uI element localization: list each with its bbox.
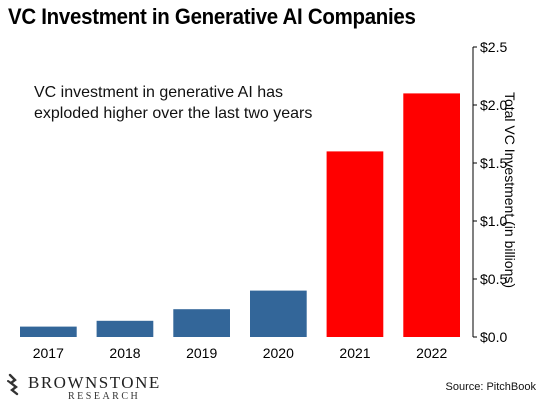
x-tick-label-2020: 2020 xyxy=(263,345,294,361)
annotation-line-2: exploded higher over the last two years xyxy=(34,105,313,122)
y-tick-label: $0.0 xyxy=(480,329,507,345)
y-tick-label: $1.5 xyxy=(480,155,507,171)
logo-subtitle: RESEARCH xyxy=(68,391,141,402)
y-tick-label: $2.5 xyxy=(480,39,507,55)
x-tick-labels: 2017 2018 2019 2020 2021 2022 xyxy=(33,345,448,361)
bars-group xyxy=(20,93,460,338)
y-tick-label: $2.0 xyxy=(480,97,507,113)
bar-2020 xyxy=(250,290,307,337)
x-tick-label-2017: 2017 xyxy=(33,345,64,361)
chart-annotation: VC investment in generative AI has explo… xyxy=(34,82,334,124)
y-tick-label: $1.0 xyxy=(480,213,507,229)
x-tick-label-2019: 2019 xyxy=(186,345,217,361)
brownstone-logo: BROWNSTONE RESEARCH xyxy=(6,372,206,402)
bar-2022 xyxy=(403,93,460,338)
y-tick-label: $0.5 xyxy=(480,271,507,287)
y-tick-labels: $0.0 $0.5 $1.0 $1.5 $2.0 $2.5 xyxy=(473,39,507,345)
bar-2018 xyxy=(96,320,154,337)
x-tick-label-2022: 2022 xyxy=(416,345,447,361)
bar-2021 xyxy=(326,151,384,337)
bar-2017 xyxy=(20,326,77,337)
chart-title: VC Investment in Generative AI Companies xyxy=(8,4,416,29)
y-axis-label: Total VC Investment (in billions) xyxy=(502,91,518,289)
x-tick-label-2021: 2021 xyxy=(339,345,370,361)
annotation-line-1: VC investment in generative AI has xyxy=(34,84,284,101)
logo-wordmark: BROWNSTONE xyxy=(28,373,161,392)
bar-2019 xyxy=(173,309,230,337)
x-tick-label-2018: 2018 xyxy=(109,345,140,361)
source-note: Source: PitchBook xyxy=(445,381,537,393)
logo-emblem-icon xyxy=(7,373,19,396)
